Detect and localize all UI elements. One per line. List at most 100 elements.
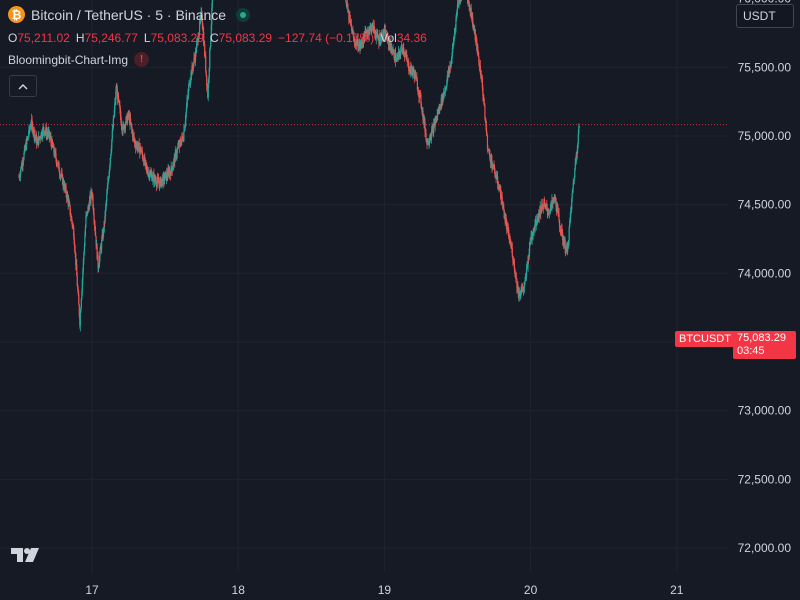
candle-body [146,168,148,173]
candle-body [32,131,34,133]
candle-body [428,143,430,144]
candle-body [452,42,455,45]
candle-body [561,229,563,233]
candle-body [571,198,573,210]
candle-body [39,137,41,139]
candle-body [553,195,556,201]
collapse-legend-button[interactable] [9,75,37,97]
candle-body [201,11,203,16]
candle-body [526,266,528,269]
candle-body [99,248,101,256]
high-value: 75,246.77 [84,31,138,45]
candle-body [532,232,534,237]
price-tick-label: 75,000.00 [738,129,792,143]
candle-body [453,33,456,37]
candles [18,0,580,332]
candle-body [174,151,176,163]
candle-body [424,132,427,134]
candle-body [559,226,561,230]
candle-body [209,46,211,50]
indicator-name[interactable]: Bloomingbit-Chart-Img [8,52,129,67]
candle-body [151,174,153,181]
candle-body [181,136,183,141]
candle-body [501,196,503,204]
candle-body [146,166,148,169]
candle-body [458,0,461,1]
candle-body [53,145,55,153]
candle-body [546,208,548,213]
candle-body [549,212,551,214]
candle-body [485,126,488,133]
candle-body [184,120,187,126]
candle-body [29,127,31,130]
candle-body [34,134,36,137]
price-tick-label: 74,500.00 [738,198,792,212]
candle-body [80,299,82,309]
candle-body [69,205,71,215]
candle-body [126,116,129,123]
time-tick-label: 20 [524,583,538,597]
warning-icon[interactable]: ! [134,52,150,67]
last-price-label: 75,083.29 03:45 [733,331,796,359]
candle-body [416,77,418,81]
candle-body [19,176,21,178]
candle-body [150,173,152,175]
candle-body [457,5,460,7]
low-value: 75,083.29 [150,31,204,45]
candle-body [82,259,84,271]
tradingview-logo-icon[interactable] [11,546,43,564]
candle-body [43,127,45,132]
candle-body [486,134,489,149]
candle-body [519,294,521,296]
candle-body [172,165,174,168]
chevron-up-icon [18,83,28,89]
candle-body [44,132,46,133]
candle-body [76,264,78,277]
candle-body [473,28,475,31]
candle-body [92,196,94,208]
candle-body [576,148,578,155]
candle-body [494,172,496,178]
candle-body [173,160,175,166]
candle-body [578,125,580,127]
candle-body [364,30,366,41]
candle-body [350,25,353,28]
candle-body [71,221,73,226]
candle-body [114,100,116,103]
candle-body [205,56,207,71]
chart-grid [0,0,728,572]
candle-body [193,57,196,59]
candle-body [380,36,382,42]
candle-body [130,124,133,129]
candle-body [110,153,112,159]
candle-body [170,166,172,176]
candle-body [166,172,168,177]
candle-body [481,78,483,88]
candle-body [576,153,578,155]
candle-body [395,58,398,62]
candle-body [90,191,93,195]
candle-body [117,93,119,99]
candle-body [150,172,152,174]
candle-body [415,75,417,78]
candle-body [187,88,190,96]
candle-body [75,252,77,266]
symbol-title[interactable]: Bitcoin / TetherUS · 5 · Binance [31,6,227,23]
indicator-legend[interactable]: Bloomingbit-Chart-Img ! [8,52,150,67]
candle-body [62,180,65,187]
candle-body [531,237,533,239]
candle-body [511,248,513,257]
candle-body [196,40,198,45]
candle-body [210,36,212,47]
price-tick-label: 72,500.00 [738,472,792,486]
candle-body [545,204,547,206]
candle-body [182,137,184,141]
candle-body [507,226,509,228]
currency-selector[interactable]: USDT [736,4,794,28]
candle-body [550,202,552,208]
candle-body [194,50,197,61]
candle-body [57,162,59,166]
candle-body [113,109,115,117]
candle-body [363,33,365,38]
